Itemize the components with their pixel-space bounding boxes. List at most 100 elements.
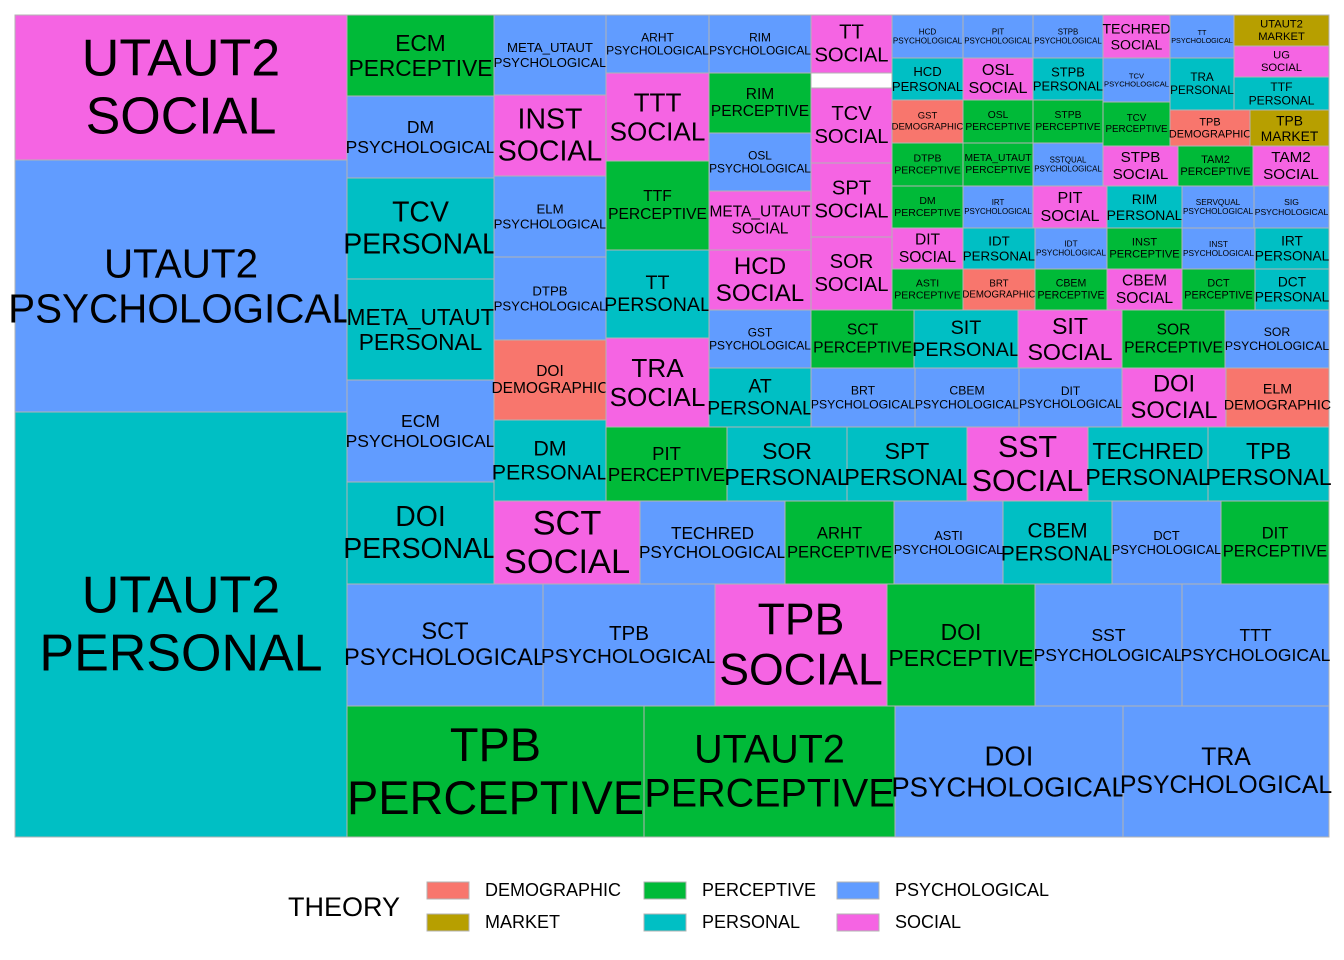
tile-label: PERCEPTIVE [813, 339, 912, 356]
tile-label: SOCIAL [814, 126, 888, 148]
tile-label: PSYCHOLOGICAL [891, 771, 1126, 802]
tile-rect [1102, 145, 1179, 187]
tile-rect [846, 426, 968, 502]
tile-label: STPB [1051, 64, 1085, 79]
tile-label: SOCIAL [1111, 36, 1163, 52]
tile-label: SOCIAL [814, 44, 888, 66]
tile-label: ECM [395, 30, 445, 56]
legend-label: SOCIAL [895, 912, 961, 932]
tile-label: PERSONAL [1001, 543, 1114, 566]
tile-rect [1032, 142, 1104, 187]
tile-label: TECHRED [671, 523, 754, 543]
tile-label: PERCEPTIVE [1037, 289, 1104, 301]
tile-label: PERCEPTIVE [1180, 166, 1250, 178]
tile-label: ARHT [817, 524, 862, 543]
tile-label: PERSONAL [1205, 464, 1331, 490]
tile-label: SOCIAL [899, 249, 957, 266]
tile-rect [708, 72, 812, 134]
tile-label: DEMOGRAPHIC [1169, 129, 1251, 141]
tile-label: PERSONAL [1107, 207, 1183, 223]
tile-rect [1233, 45, 1330, 78]
legend-item-market: MARKET [426, 912, 560, 932]
tile-label: DEMOGRAPHIC [491, 380, 608, 397]
tile-label: PERCEPTIVE [1124, 339, 1223, 356]
tile-label: HCD [734, 253, 786, 280]
tile-rect [542, 583, 716, 707]
tile-rect [891, 268, 964, 311]
tile-label: TPB [1276, 113, 1303, 128]
tile-rect [913, 309, 1019, 369]
tile-rect [891, 142, 964, 187]
tile-rect [708, 249, 812, 311]
tile-label: SOCIAL [504, 543, 630, 581]
tile-rect [1169, 109, 1251, 148]
tile-rect [346, 379, 495, 483]
tile-label: PERSONAL [1085, 464, 1210, 490]
tile-rect [714, 583, 888, 707]
tile-label: PSYCHOLOGICAL [964, 207, 1032, 216]
tile-rect [1177, 145, 1254, 187]
tile-label: DTPB [532, 284, 567, 299]
tile-label: PSYCHOLOGICAL [1104, 80, 1169, 89]
tile-rect [891, 57, 964, 101]
tile-label: PERCEPTIVE [1184, 290, 1252, 302]
tile-label: INST [518, 104, 583, 136]
tile-label: PERSONAL [1249, 93, 1315, 107]
tile-label: TPB [1246, 438, 1291, 464]
tile-rect [810, 367, 916, 428]
legend-label: PERSONAL [702, 912, 800, 932]
tile-label: TRA [631, 353, 684, 383]
tile-rect [784, 500, 895, 585]
tile-label: CBEM [1027, 519, 1087, 542]
tile-label: PSYCHOLOGICAL [894, 542, 1004, 557]
tile-rect [810, 87, 893, 164]
tile-rect [1181, 583, 1330, 707]
tile-label: PSYCHOLOGICAL [1019, 397, 1122, 411]
tile-label: UTAUT2 [82, 566, 280, 624]
tile-label: SIT [1052, 313, 1088, 339]
tile-label: TAM2 [1271, 149, 1310, 166]
tile-label: DOI [395, 501, 445, 533]
tile-rect [493, 256, 607, 341]
tile-label: RIM [746, 86, 774, 103]
tile-label: TPB [609, 622, 649, 645]
tile-label: DIT [1061, 384, 1081, 398]
tile-label: SOCIAL [610, 382, 706, 412]
tile-label: META_UTAUT [507, 40, 593, 55]
tile-label: PERSONAL [343, 533, 498, 565]
tile-label: SOCIAL [972, 464, 1083, 498]
tile-rect [643, 705, 896, 838]
tile-label: OSL [982, 61, 1014, 79]
tile-label: PSYCHOLOGICAL [1036, 249, 1107, 258]
legend-swatch [836, 913, 880, 932]
tile-label: SPT [885, 438, 930, 464]
tile-label: UTAUT2 [82, 29, 280, 87]
tile-label: TT [646, 272, 670, 294]
tile-label: IRT [992, 198, 1005, 207]
tile-label: PSYCHOLOGICAL [964, 36, 1032, 45]
